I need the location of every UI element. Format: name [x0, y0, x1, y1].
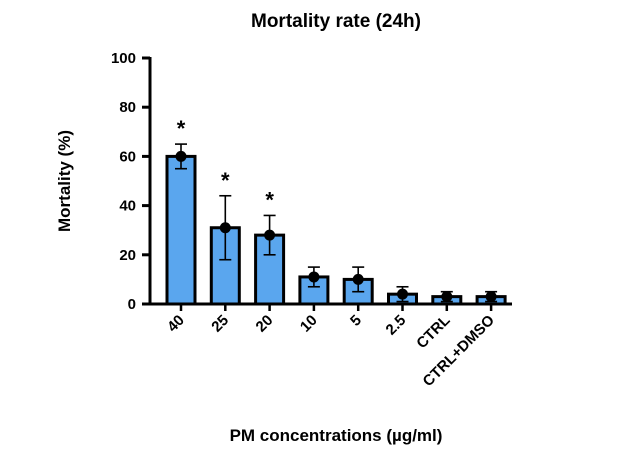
- x-tick-label-5: 5: [347, 312, 365, 330]
- data-point-CTRL: [441, 291, 453, 303]
- x-tick-label-40: 40: [164, 312, 188, 336]
- data-point-2.5: [397, 288, 408, 300]
- significance-marker-40: *: [177, 116, 186, 141]
- x-tick-label-2.5: 2.5: [383, 312, 410, 339]
- y-tick-label-40: 40: [119, 198, 136, 215]
- x-tick-label-20: 20: [253, 312, 277, 336]
- y-tick-label-80: 80: [119, 99, 136, 116]
- x-tick-label-25: 25: [208, 312, 232, 336]
- data-point-40: [175, 150, 187, 162]
- data-point-20: [264, 229, 276, 241]
- chart-title: Mortality rate (24h): [251, 11, 421, 32]
- data-point-25: [219, 222, 231, 234]
- data-point-CTRL+DMSO: [485, 291, 497, 303]
- y-tick-label-0: 0: [128, 296, 136, 313]
- bar-40: [165, 154, 197, 306]
- significance-marker-20: *: [265, 187, 274, 212]
- data-point-10: [308, 271, 320, 283]
- x-tick-label-10: 10: [297, 312, 321, 336]
- y-tick-label-60: 60: [119, 148, 136, 165]
- y-tick-label-20: 20: [119, 247, 136, 264]
- y-tick-label-100: 100: [111, 50, 136, 67]
- y-axis-label: Mortality (%): [55, 130, 74, 232]
- x-axis-label: PM concentrations (µg/ml): [230, 426, 443, 445]
- significance-marker-25: *: [221, 168, 230, 193]
- x-tick-label-CTRL: CTRL: [413, 312, 453, 352]
- data-point-5: [352, 273, 364, 285]
